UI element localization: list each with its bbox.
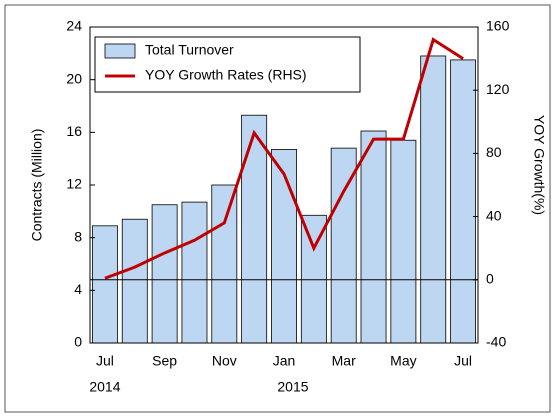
y-tick-label: 8 <box>74 228 82 244</box>
bar <box>151 204 178 344</box>
y2-axis-title: YOY Growth(%) <box>531 115 547 215</box>
y2-tick-label: 0 <box>486 271 494 287</box>
legend-box <box>94 36 361 93</box>
y-axis-title: Contracts (Million) <box>29 129 45 242</box>
bar <box>181 201 208 344</box>
y-tick-label: 24 <box>66 18 82 34</box>
x-tick-label: Sep <box>152 353 177 369</box>
bar <box>390 139 417 344</box>
y2-tick-label: 80 <box>486 144 502 160</box>
y-tick-label: 4 <box>74 281 82 297</box>
y2-tick-label: 160 <box>486 18 510 34</box>
y-tick-label: 16 <box>66 123 82 139</box>
annotation: 2014 <box>89 379 120 395</box>
bar <box>121 218 148 344</box>
y2-tick-label: 40 <box>486 207 502 223</box>
bar <box>211 184 238 344</box>
y2-tick-label: 120 <box>486 81 510 97</box>
y-tick-label: 12 <box>66 176 82 192</box>
legend-label: Total Turnover <box>145 42 234 58</box>
bar <box>300 214 327 344</box>
bar <box>360 130 387 344</box>
x-tick-label: Jan <box>273 353 296 369</box>
bar <box>91 225 118 344</box>
y2-tick-label: -40 <box>486 334 506 350</box>
line-series <box>104 37 464 280</box>
y-tick-label: 0 <box>74 334 82 350</box>
x-tick-label: Jul <box>454 353 472 369</box>
x-tick-label: Nov <box>212 353 237 369</box>
bar <box>420 55 447 344</box>
bar <box>450 59 477 344</box>
bar <box>271 149 297 344</box>
x-tick-label: May <box>390 353 416 369</box>
legend-swatch <box>104 43 136 59</box>
bar <box>241 114 268 344</box>
x-tick-label: Jul <box>96 353 114 369</box>
bar <box>330 147 357 344</box>
annotation: 2015 <box>277 379 308 395</box>
y-tick-label: 20 <box>66 70 82 86</box>
legend-label: YOY Growth Rates (RHS) <box>145 67 307 83</box>
x-tick-label: Mar <box>332 353 356 369</box>
